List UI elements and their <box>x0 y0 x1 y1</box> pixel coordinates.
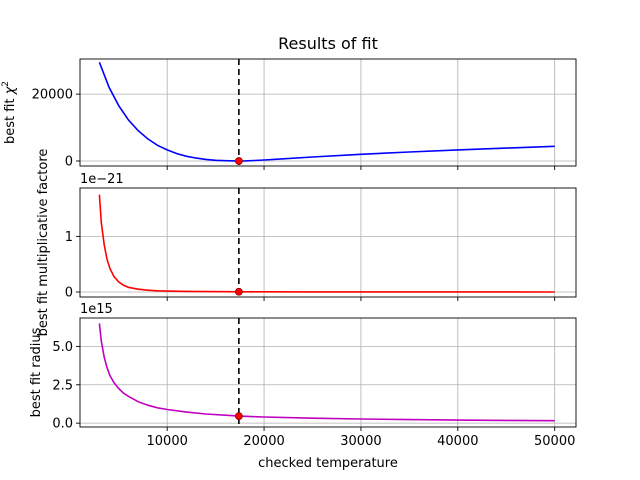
x-tick-label: 50000 <box>534 434 575 449</box>
panels: 0 20000 best fit χ2 0 1 1e−21 best fit multipl… <box>1 58 577 449</box>
x-axis-label: checked temperature <box>258 456 398 471</box>
axes-frame <box>79 58 577 167</box>
best-fit-point <box>234 287 243 296</box>
panel-multiplicative: 0 1 1e−21 best fit multiplicative factore <box>36 149 577 337</box>
best-fit-point <box>234 157 243 165</box>
y-tick-label: 2.5 <box>52 378 73 393</box>
chart-title: Results of fit <box>278 34 378 53</box>
y-tick-label: 0 <box>65 285 73 300</box>
y-axis-label: best fit radius <box>29 327 44 417</box>
series-line-chi2 <box>98 62 555 162</box>
panel-radius: 10000 20000 30000 40000 50000 0.0 2.5 5.0 1e15 be… <box>29 302 577 449</box>
y-axis-label: best fit multiplicative factore <box>36 149 51 337</box>
y-tick-label: 1 <box>65 230 73 245</box>
x-tick-label: 30000 <box>340 434 381 449</box>
series-line-multiplicative <box>98 194 555 293</box>
panel-chi2: 0 20000 best fit χ2 <box>1 58 577 170</box>
axes-frame <box>79 187 577 298</box>
y-tick-label: 5.0 <box>52 340 73 355</box>
axes-frame <box>79 317 577 428</box>
x-tick-label: 10000 <box>147 434 188 449</box>
x-tick-label: 40000 <box>437 434 478 449</box>
y-offset-label: 1e15 <box>80 302 113 317</box>
series-line-radius <box>98 323 555 422</box>
y-tick-label: 20000 <box>32 88 73 103</box>
x-tick-label: 20000 <box>243 434 284 449</box>
y-tick-label: 0.0 <box>52 417 73 432</box>
y-axis-label: best fit χ2 <box>1 81 18 144</box>
best-fit-point <box>234 412 243 421</box>
y-offset-label: 1e−21 <box>80 172 124 187</box>
y-tick-label: 0 <box>65 154 73 169</box>
